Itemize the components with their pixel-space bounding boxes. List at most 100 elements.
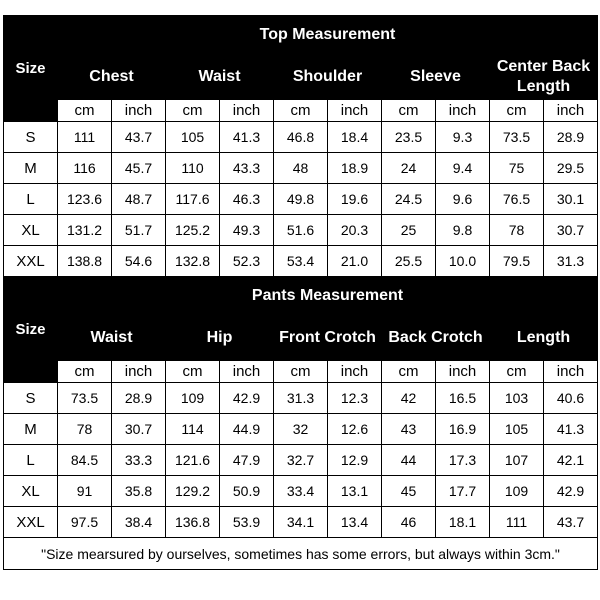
measurement-cell: 116: [57, 152, 112, 184]
measurement-cell: 42.1: [542, 444, 599, 476]
measurement-cell: 51.6: [273, 214, 328, 246]
measurement-cell: 12.9: [327, 444, 382, 476]
unit-inch-header: inch: [111, 360, 166, 383]
measurement-cell: 42.9: [219, 382, 274, 414]
column-group-header: Front Crotch: [273, 315, 382, 361]
measurement-cell: 75: [489, 152, 544, 184]
measurement-cell: 13.4: [327, 506, 382, 538]
measurement-cell: 41.3: [542, 413, 599, 445]
section-title: Top Measurement: [56, 15, 599, 55]
column-group-header: Back Crotch: [381, 315, 490, 361]
measurement-cell: 105: [489, 413, 544, 445]
measurement-cell: 53.4: [273, 245, 328, 277]
measurement-cell: 24.5: [381, 183, 436, 215]
column-group-header: Waist: [57, 315, 166, 361]
measurement-cell: 73.5: [489, 121, 544, 153]
measurement-cell: 30.7: [111, 413, 166, 445]
measurement-cell: 12.3: [327, 382, 382, 414]
table-row: M 78 30.7 114 44.9 32 12.6 43 16.9 105 41.3: [3, 413, 599, 445]
measurement-cell: 45: [381, 475, 436, 507]
measurement-cell: 114: [165, 413, 220, 445]
measurement-cell: 23.5: [381, 121, 436, 153]
measurement-cell: 121.6: [165, 444, 220, 476]
measurement-cell: 78: [57, 413, 112, 445]
unit-cm-header: cm: [273, 99, 328, 122]
measurement-note: "Size mearsured by ourselves, sometimes …: [2, 537, 599, 570]
measurement-cell: 46.3: [219, 183, 274, 215]
measurement-cell: 28.9: [542, 121, 599, 153]
size-cell: XXL: [3, 245, 58, 277]
measurement-cell: 19.6: [327, 183, 382, 215]
measurement-cell: 110: [165, 152, 220, 184]
measurement-cell: 76.5: [489, 183, 544, 215]
unit-inch-header: inch: [542, 360, 599, 383]
unit-inch-header: inch: [435, 360, 490, 383]
column-group-header: Waist: [165, 54, 274, 100]
measurement-cell: 16.9: [435, 413, 490, 445]
table-row: S 73.5 28.9 109 42.9 31.3 12.3 42 16.5 103 40.6: [3, 382, 599, 414]
measurement-cell: 42: [381, 382, 436, 414]
measurement-cell: 32: [273, 413, 328, 445]
measurement-cell: 9.8: [435, 214, 490, 246]
table-row: L 84.5 33.3 121.6 47.9 32.7 12.9 44 17.3 107 42.1: [3, 444, 599, 476]
measurement-cell: 9.3: [435, 121, 490, 153]
measurement-cell: 53.9: [219, 506, 274, 538]
unit-cm-header: cm: [381, 99, 436, 122]
column-group-header: Shoulder: [273, 54, 382, 100]
measurement-cell: 49.3: [219, 214, 274, 246]
measurement-cell: 30.7: [542, 214, 599, 246]
size-chart: Size Top Measurement Chest Waist Shoulder Sle…: [2, 15, 599, 570]
measurement-cell: 25.5: [381, 245, 436, 277]
unit-inch-header: inch: [542, 99, 599, 122]
size-cell: XXL: [3, 506, 58, 538]
unit-cm-header: cm: [381, 360, 436, 383]
measurement-cell: 136.8: [165, 506, 220, 538]
table-row: M 116 45.7 110 43.3 48 18.9 24 9.4 75 29.5: [3, 152, 599, 184]
section-title: Pants Measurement: [56, 276, 599, 316]
measurement-cell: 47.9: [219, 444, 274, 476]
measurement-cell: 28.9: [111, 382, 166, 414]
measurement-cell: 17.7: [435, 475, 490, 507]
column-group-header: Length: [488, 315, 599, 361]
unit-cm-header: cm: [165, 360, 220, 383]
measurement-cell: 24: [381, 152, 436, 184]
size-header: Size: [3, 276, 58, 383]
measurement-cell: 54.6: [111, 245, 166, 277]
measurement-cell: 125.2: [165, 214, 220, 246]
measurement-cell: 123.6: [57, 183, 112, 215]
measurement-cell: 97.5: [57, 506, 112, 538]
measurement-cell: 9.6: [435, 183, 490, 215]
unit-cm-header: cm: [489, 99, 544, 122]
measurement-cell: 91: [57, 475, 112, 507]
measurement-cell: 17.3: [435, 444, 490, 476]
table-row: S 111 43.7 105 41.3 46.8 18.4 23.5 9.3 73.5 28.9: [3, 121, 599, 153]
size-cell: M: [3, 413, 58, 445]
unit-inch-header: inch: [327, 99, 382, 122]
measurement-cell: 79.5: [489, 245, 544, 277]
size-cell: S: [3, 382, 58, 414]
size-cell: XL: [3, 214, 58, 246]
measurement-cell: 29.5: [542, 152, 599, 184]
measurement-cell: 38.4: [111, 506, 166, 538]
size-cell: L: [3, 444, 58, 476]
measurement-cell: 117.6: [165, 183, 220, 215]
unit-cm-header: cm: [57, 99, 112, 122]
measurement-cell: 10.0: [435, 245, 490, 277]
measurement-cell: 43.7: [111, 121, 166, 153]
measurement-cell: 45.7: [111, 152, 166, 184]
top-measurement-section: Size Top Measurement Chest Waist Shoulder Sle…: [3, 15, 599, 277]
measurement-cell: 33.3: [111, 444, 166, 476]
measurement-cell: 32.7: [273, 444, 328, 476]
measurement-cell: 12.6: [327, 413, 382, 445]
unit-inch-header: inch: [219, 99, 274, 122]
measurement-cell: 109: [165, 382, 220, 414]
measurement-cell: 25: [381, 214, 436, 246]
measurement-cell: 43: [381, 413, 436, 445]
table-row: XXL 138.8 54.6 132.8 52.3 53.4 21.0 25.5 10.0 79.…: [3, 245, 599, 277]
size-cell: M: [3, 152, 58, 184]
unit-cm-header: cm: [165, 99, 220, 122]
measurement-table: Size Top Measurement Chest Waist Shoulder Sle…: [2, 15, 599, 570]
measurement-cell: 40.6: [542, 382, 599, 414]
measurement-cell: 48.7: [111, 183, 166, 215]
size-cell: L: [3, 183, 58, 215]
